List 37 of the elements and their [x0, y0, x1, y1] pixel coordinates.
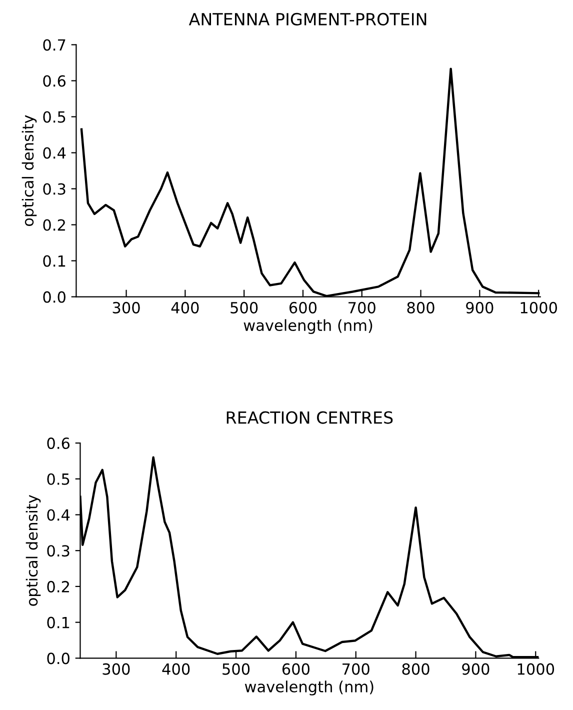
y-axis-title: optical density — [22, 115, 37, 226]
y-tick-label: 0.5 — [43, 111, 66, 123]
y-axis-title: optical density — [26, 494, 41, 606]
y-tick-label: 0.7 — [43, 39, 66, 51]
x-tick-label: 500 — [230, 302, 258, 314]
x-axis-title: wavelength (nm) — [244, 680, 374, 696]
x-tick-label: 600 — [289, 302, 317, 314]
x-tick-label: 900 — [466, 302, 494, 314]
x-tick-label: 1000 — [518, 663, 554, 675]
x-tick-label: 300 — [112, 302, 140, 314]
y-tick-label: 0.2 — [43, 219, 65, 231]
x-tick-label: 800 — [402, 663, 430, 675]
y-tick-label: 0.4 — [43, 147, 66, 159]
y-tick-label: 0.3 — [47, 545, 70, 557]
y-tick-label: 0.0 — [47, 652, 70, 664]
x-tick-label: 1000 — [520, 302, 557, 314]
x-tick-label: 800 — [407, 302, 434, 314]
y-tick-label: 0.6 — [43, 75, 66, 87]
x-tick-label: 300 — [102, 663, 130, 675]
x-tick-label: 900 — [462, 663, 490, 675]
x-tick-label: 400 — [171, 302, 199, 314]
y-tick-label: 0.1 — [47, 616, 70, 628]
y-tick-label: 0.5 — [47, 473, 70, 485]
y-tick-label: 0.0 — [43, 291, 66, 303]
x-tick-label: 500 — [222, 663, 250, 675]
y-tick-label: 0.4 — [47, 509, 70, 521]
x-tick-label: 700 — [342, 663, 370, 675]
y-tick-label: 0.2 — [47, 580, 69, 592]
y-tick-label: 0.3 — [43, 183, 66, 195]
x-tick-label: 700 — [348, 302, 376, 314]
x-axis-title: wavelength (nm) — [244, 319, 372, 334]
x-tick-label: 600 — [282, 663, 310, 675]
y-tick-label: 0.6 — [47, 438, 70, 450]
y-tick-label: 0.1 — [43, 255, 66, 267]
chart-title: REACTION CENTRES — [226, 411, 393, 424]
x-tick-label: 400 — [162, 663, 190, 675]
chart-title: ANTENNA PIGMENT-PROTEIN — [188, 12, 426, 26]
